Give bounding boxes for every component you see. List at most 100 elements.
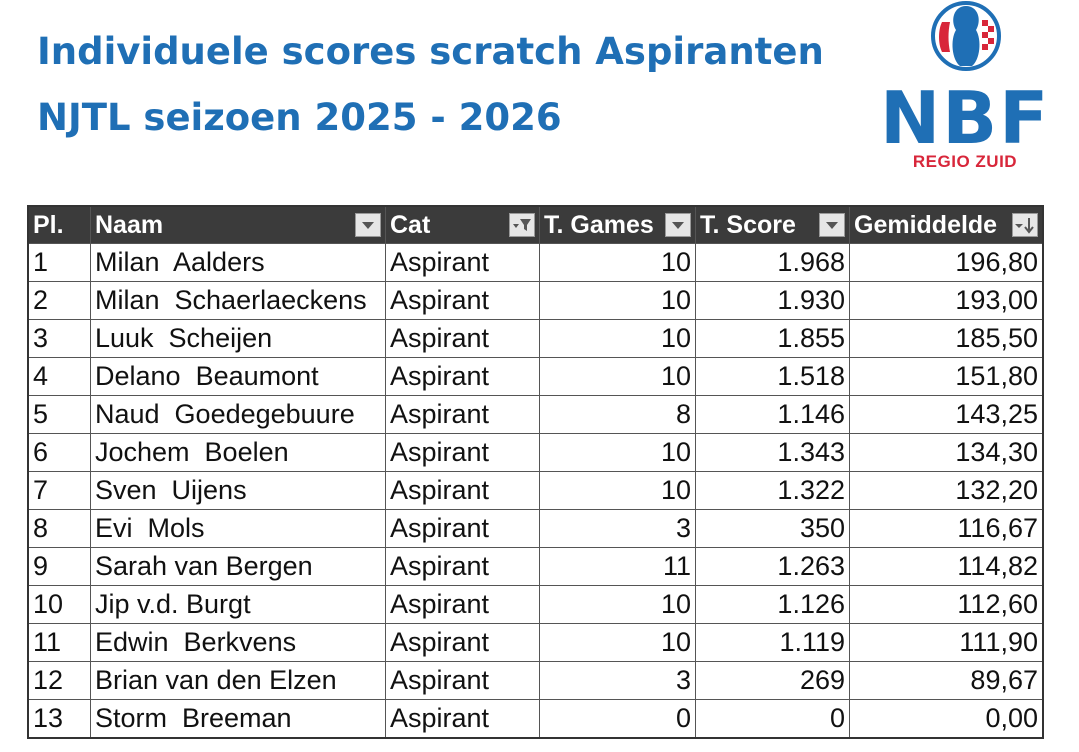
cell-gemiddelde: 116,67 — [849, 509, 1044, 548]
table-row: 5 Naud Goedegebuure Aspirant 8 1.146 143,25 — [27, 395, 1044, 434]
table-row: 12 Brian van den Elzen Aspirant 3 269 89,67 — [27, 661, 1044, 700]
cell-pl: 3 — [27, 319, 91, 358]
cell-cat: Aspirant — [385, 699, 540, 739]
cell-pl: 11 — [27, 623, 91, 662]
cell-cat: Aspirant — [385, 243, 540, 282]
cell-t-score: 1.263 — [695, 547, 850, 586]
table-row: 11 Edwin Berkvens Aspirant 10 1.119 111,90 — [27, 623, 1044, 662]
cell-t-games: 10 — [539, 623, 696, 662]
table-row: 2 Milan Schaerlaeckens Aspirant 10 1.930 193,… — [27, 281, 1044, 320]
cell-t-score: 0 — [695, 699, 850, 739]
cell-t-games: 11 — [539, 547, 696, 586]
cell-t-games: 10 — [539, 281, 696, 320]
page-subtitle: NJTL seizoen 2025 - 2026 — [37, 96, 562, 139]
cell-naam: Naud Goedegebuure — [90, 395, 386, 434]
cell-pl: 8 — [27, 509, 91, 548]
cell-cat: Aspirant — [385, 319, 540, 358]
cell-t-score: 1.119 — [695, 623, 850, 662]
column-label: Gemiddelde — [854, 210, 998, 239]
column-header-gemiddelde: Gemiddelde — [849, 205, 1044, 244]
logo-subtext: REGIO ZUID — [912, 152, 1018, 171]
cell-naam: Storm Breeman — [90, 699, 386, 739]
column-header-t-score: T. Score — [695, 205, 850, 244]
cell-naam: Luuk Scheijen — [90, 319, 386, 358]
cell-t-games: 10 — [539, 243, 696, 282]
table-row: 1 Milan Aalders Aspirant 10 1.968 196,80 — [27, 243, 1044, 282]
cell-pl: 13 — [27, 699, 91, 739]
cell-t-score: 1.146 — [695, 395, 850, 434]
cell-gemiddelde: 185,50 — [849, 319, 1044, 358]
cell-cat: Aspirant — [385, 661, 540, 700]
cell-naam: Sarah van Bergen — [90, 547, 386, 586]
cell-gemiddelde: 0,00 — [849, 699, 1044, 739]
cell-cat: Aspirant — [385, 623, 540, 662]
cell-t-games: 10 — [539, 357, 696, 396]
column-header-pl: Pl. — [27, 205, 91, 244]
scores-table: Pl. Naam Cat T. Games T. Score Gemiddeld… — [27, 205, 1044, 739]
cell-pl: 7 — [27, 471, 91, 510]
column-label: T. Games — [544, 210, 654, 239]
cell-pl: 1 — [27, 243, 91, 282]
logo-text: NBF — [880, 76, 1051, 160]
cell-naam: Sven Uijens — [90, 471, 386, 510]
page-title: Individuele scores scratch Aspiranten — [37, 30, 824, 73]
table-row: 13 Storm Breeman Aspirant 0 0 0,00 — [27, 699, 1044, 739]
sort-descending-icon[interactable] — [1012, 213, 1038, 237]
cell-pl: 4 — [27, 357, 91, 396]
cell-t-games: 10 — [539, 319, 696, 358]
table-row: 4 Delano Beaumont Aspirant 10 1.518 151,80 — [27, 357, 1044, 396]
cell-cat: Aspirant — [385, 585, 540, 624]
cell-t-games: 3 — [539, 661, 696, 700]
column-header-naam: Naam — [90, 205, 386, 244]
cell-gemiddelde: 151,80 — [849, 357, 1044, 396]
cell-t-score: 269 — [695, 661, 850, 700]
nbf-logo: NBF REGIO ZUID — [880, 0, 1050, 180]
table-row: 6 Jochem Boelen Aspirant 10 1.343 134,30 — [27, 433, 1044, 472]
table-row: 7 Sven Uijens Aspirant 10 1.322 132,20 — [27, 471, 1044, 510]
cell-t-games: 8 — [539, 395, 696, 434]
cell-gemiddelde: 193,00 — [849, 281, 1044, 320]
column-label: T. Score — [700, 210, 796, 239]
cell-pl: 5 — [27, 395, 91, 434]
cell-t-games: 10 — [539, 433, 696, 472]
cell-t-games: 10 — [539, 471, 696, 510]
filter-dropdown-icon[interactable] — [665, 213, 691, 237]
cell-gemiddelde: 132,20 — [849, 471, 1044, 510]
cell-naam: Jip v.d. Burgt — [90, 585, 386, 624]
cell-pl: 6 — [27, 433, 91, 472]
cell-cat: Aspirant — [385, 395, 540, 434]
cell-naam: Milan Schaerlaeckens — [90, 281, 386, 320]
cell-gemiddelde: 134,30 — [849, 433, 1044, 472]
cell-t-score: 1.930 — [695, 281, 850, 320]
cell-naam: Milan Aalders — [90, 243, 386, 282]
cell-gemiddelde: 114,82 — [849, 547, 1044, 586]
cell-t-score: 1.968 — [695, 243, 850, 282]
table-row: 9 Sarah van Bergen Aspirant 11 1.263 114,82 — [27, 547, 1044, 586]
cell-t-games: 3 — [539, 509, 696, 548]
cell-pl: 12 — [27, 661, 91, 700]
cell-cat: Aspirant — [385, 471, 540, 510]
cell-t-score: 1.322 — [695, 471, 850, 510]
cell-naam: Jochem Boelen — [90, 433, 386, 472]
cell-t-score: 1.126 — [695, 585, 850, 624]
cell-pl: 2 — [27, 281, 91, 320]
cell-pl: 9 — [27, 547, 91, 586]
cell-t-score: 1.855 — [695, 319, 850, 358]
cell-gemiddelde: 143,25 — [849, 395, 1044, 434]
cell-gemiddelde: 112,60 — [849, 585, 1044, 624]
column-header-cat: Cat — [385, 205, 540, 244]
cell-naam: Edwin Berkvens — [90, 623, 386, 662]
cell-t-score: 1.518 — [695, 357, 850, 396]
filter-dropdown-icon[interactable] — [355, 213, 381, 237]
cell-naam: Brian van den Elzen — [90, 661, 386, 700]
cell-t-games: 10 — [539, 585, 696, 624]
filter-dropdown-icon[interactable] — [819, 213, 845, 237]
cell-cat: Aspirant — [385, 357, 540, 396]
cell-t-score: 350 — [695, 509, 850, 548]
cell-gemiddelde: 89,67 — [849, 661, 1044, 700]
table-header-row: Pl. Naam Cat T. Games T. Score Gemiddeld… — [27, 205, 1044, 244]
cell-t-score: 1.343 — [695, 433, 850, 472]
cell-t-games: 0 — [539, 699, 696, 739]
column-label: Naam — [95, 210, 164, 239]
active-filter-icon[interactable] — [509, 213, 535, 237]
